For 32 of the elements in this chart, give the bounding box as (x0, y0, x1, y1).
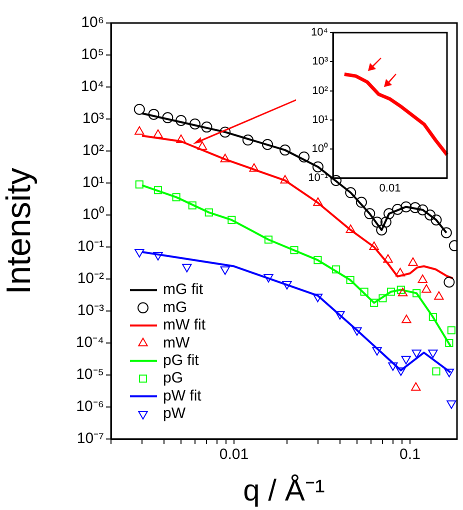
legend-label: mW (163, 334, 190, 352)
x-tick-label: 0.1 (400, 446, 420, 464)
y-tick-label: 10² (82, 142, 104, 160)
legend-label: pG (163, 370, 184, 387)
y-tick-label: 10⁴ (311, 26, 328, 39)
y-tick-label: 10⁵ (81, 46, 104, 64)
legend-label: pW fit (163, 387, 202, 404)
legend-label: mW fit (163, 316, 206, 334)
y-tick-label: 10⁰ (82, 206, 104, 224)
y-tick-label: 10⁴ (80, 78, 104, 96)
y-tick-label: 10⁻³ (77, 302, 104, 320)
y-tick-label: 10¹ (312, 114, 328, 126)
y-tick-label: 10⁶ (81, 14, 104, 32)
y-tick-label: 10³ (82, 110, 104, 128)
y-tick-label: 10⁻¹ (308, 172, 328, 184)
y-tick-label: 10³ (312, 56, 328, 68)
legend-label: mG (163, 298, 188, 316)
y-tick-label: 10² (312, 84, 328, 97)
y-tick-label: 10⁻⁵ (76, 366, 104, 384)
legend-label: pW (163, 405, 186, 422)
y-tick-label: 10⁻¹ (77, 238, 104, 256)
y-tick-label: 10⁻⁴ (76, 334, 104, 352)
annotation: 0.01 (379, 182, 401, 195)
x-axis-title: q / Å⁻¹ (243, 473, 325, 508)
y-tick-label: 10⁻⁶ (76, 398, 104, 416)
y-tick-label: 10⁻² (77, 270, 104, 288)
y-tick-label: 10⁻⁷ (76, 430, 104, 448)
y-tick-label: 10⁰ (312, 142, 328, 155)
legend-label: pG fit (163, 352, 200, 370)
legend-label: mG fit (163, 281, 204, 298)
y-axis-title: Intensity (0, 168, 38, 294)
y-tick-label: 10¹ (82, 174, 104, 192)
